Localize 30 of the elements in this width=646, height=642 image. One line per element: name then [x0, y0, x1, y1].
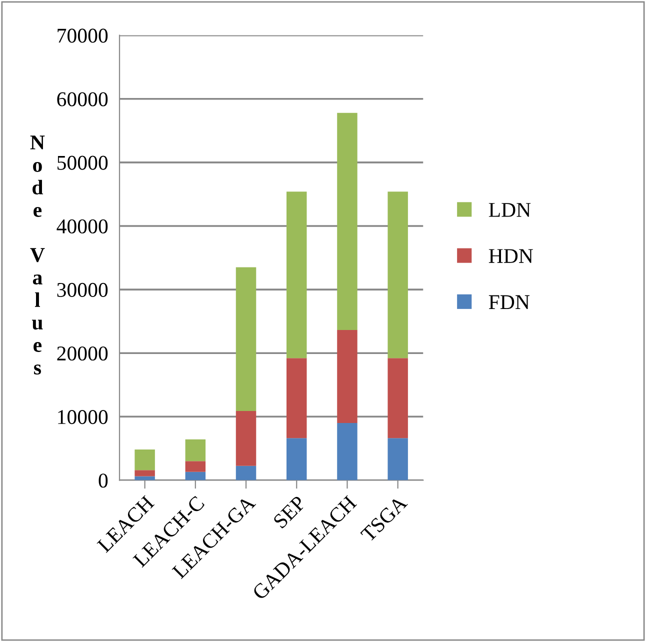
- bar: [337, 423, 358, 480]
- bar: [236, 410, 256, 466]
- bar: [236, 267, 256, 411]
- bar: [388, 438, 408, 480]
- y-tick-label: 70000: [58, 28, 108, 43]
- y-tick-label: 60000: [57, 92, 108, 106]
- bar: [185, 472, 206, 480]
- y-tick-label: 20000: [57, 346, 108, 361]
- bar: [236, 466, 256, 480]
- bar: [388, 192, 408, 358]
- bar: [388, 358, 408, 438]
- y-tick-label: 50000: [58, 156, 108, 170]
- bar: [286, 192, 307, 358]
- bar: [337, 112, 358, 330]
- bar: [337, 330, 358, 424]
- text: Node Values: [30, 136, 45, 375]
- bar: [185, 439, 206, 462]
- bar: [134, 449, 155, 470]
- legend-label: HDN: [488, 249, 533, 263]
- legend-label: FDN: [488, 295, 530, 309]
- y-tick-label: 40000: [56, 219, 108, 234]
- y-tick-label: 30000: [57, 282, 108, 297]
- bar: [185, 461, 206, 472]
- y-tick-label: 10000: [58, 410, 108, 424]
- bar: [134, 476, 155, 480]
- legend-label: LDN: [488, 203, 531, 217]
- bar: [286, 358, 307, 438]
- bar: [286, 438, 307, 480]
- bar: [134, 470, 155, 476]
- y-tick-label: 0: [98, 474, 108, 488]
